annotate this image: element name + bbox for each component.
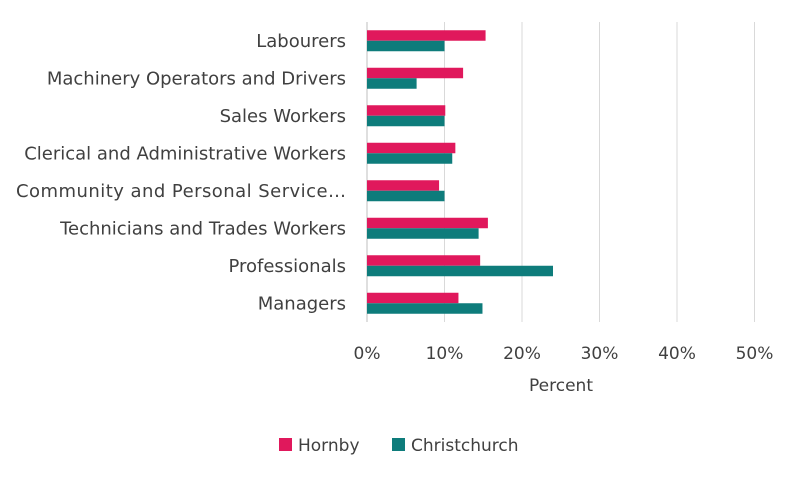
x-tick-label: 30% (581, 344, 619, 364)
bar-christchurch (367, 78, 417, 89)
category-label: Clerical and Administrative Workers (24, 143, 346, 164)
bar-christchurch (367, 265, 553, 277)
bar-christchurch (367, 303, 483, 314)
bar-hornby (367, 292, 459, 304)
category-label: Labourers (256, 31, 346, 52)
category-label: Technicians and Trades Workers (59, 218, 346, 239)
bar-christchurch (367, 115, 445, 127)
gridlines (366, 22, 755, 322)
category-label: Community and Personal Service… (16, 181, 346, 202)
x-tick-label: 50% (736, 344, 774, 364)
bar-hornby (367, 255, 481, 266)
x-tick-label: 0% (354, 344, 381, 364)
legend-swatch-hornby (279, 438, 292, 451)
category-label: Machinery Operators and Drivers (47, 68, 346, 89)
bar-hornby (367, 67, 464, 79)
bar-christchurch (367, 190, 445, 202)
bar-christchurch (367, 40, 445, 52)
bar-hornby (367, 105, 446, 116)
category-label: Sales Workers (220, 106, 346, 127)
bar-christchurch (367, 228, 479, 239)
x-tick-label: 40% (658, 344, 696, 364)
bar-hornby (367, 142, 456, 154)
bar-hornby (367, 217, 488, 229)
x-tick-label: 10% (426, 344, 464, 364)
legend: Hornby Christchurch (279, 436, 519, 456)
category-label: Managers (258, 293, 346, 314)
x-tick-label: 20% (503, 344, 541, 364)
legend-swatch-christchurch (392, 438, 405, 451)
bars (367, 30, 553, 314)
category-labels: Labourers Machinery Operators and Drivers… (16, 31, 346, 315)
x-axis-title: Percent (529, 376, 593, 396)
legend-label-hornby: Hornby (298, 436, 360, 456)
bar-hornby (367, 30, 486, 41)
category-label: Professionals (228, 256, 346, 277)
legend-label-christchurch: Christchurch (411, 436, 519, 456)
bar-hornby (367, 180, 440, 191)
bar-christchurch (367, 153, 453, 164)
x-tick-labels: 0% 10% 20% 30% 40% 50% (354, 344, 774, 364)
